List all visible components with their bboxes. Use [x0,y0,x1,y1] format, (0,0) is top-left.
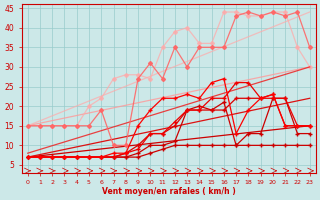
X-axis label: Vent moyen/en rafales ( km/h ): Vent moyen/en rafales ( km/h ) [102,187,236,196]
